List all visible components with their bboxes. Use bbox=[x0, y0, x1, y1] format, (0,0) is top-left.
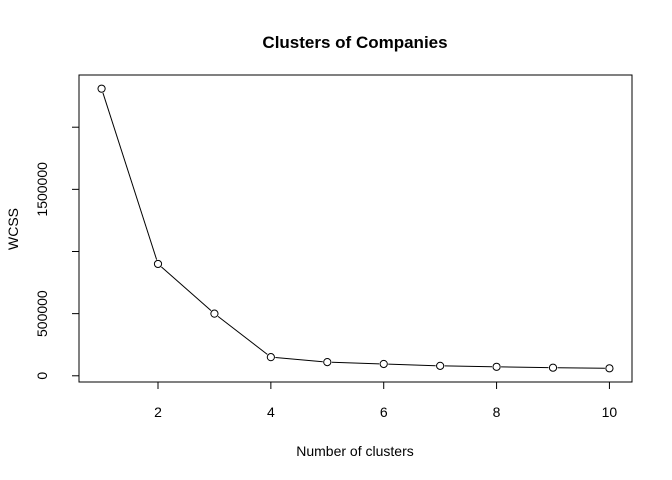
data-point bbox=[436, 361, 445, 370]
series-line-segment bbox=[444, 365, 493, 368]
data-point bbox=[153, 259, 163, 269]
x-tick-label: 8 bbox=[493, 404, 501, 420]
y-axis-label: WCSS bbox=[5, 208, 21, 250]
y-axis: 0 500000 1500000 bbox=[34, 126, 80, 380]
series-line-segment bbox=[557, 367, 605, 369]
x-axis-label: Number of clusters bbox=[296, 443, 413, 459]
series-line-segment bbox=[501, 366, 549, 369]
x-tick-label: 6 bbox=[380, 404, 388, 420]
data-point bbox=[548, 363, 558, 372]
chart-title: Clusters of Companies bbox=[262, 33, 447, 52]
plot-frame bbox=[78, 74, 633, 383]
series-line-segment bbox=[217, 315, 268, 355]
data-point bbox=[605, 364, 614, 373]
series-line-segment bbox=[331, 361, 380, 365]
x-tick-label: 10 bbox=[602, 404, 618, 420]
series-line-segment bbox=[275, 357, 323, 363]
data-point bbox=[266, 353, 275, 362]
data-point bbox=[210, 309, 219, 318]
series-line-segment bbox=[102, 92, 158, 260]
series-line-segment bbox=[161, 266, 212, 312]
y-tick-label: 500000 bbox=[34, 290, 50, 337]
data-point bbox=[323, 358, 332, 367]
data-point bbox=[97, 84, 106, 93]
x-tick-label: 4 bbox=[267, 404, 275, 420]
y-tick-label: 1500000 bbox=[34, 162, 50, 217]
wcss-series bbox=[97, 84, 614, 373]
x-tick-label: 2 bbox=[154, 404, 162, 420]
data-point bbox=[492, 362, 501, 371]
series-line-segment bbox=[388, 363, 436, 367]
y-tick-label: 0 bbox=[34, 372, 50, 380]
data-point bbox=[379, 359, 388, 369]
x-axis: 2 4 6 8 10 bbox=[154, 381, 618, 420]
